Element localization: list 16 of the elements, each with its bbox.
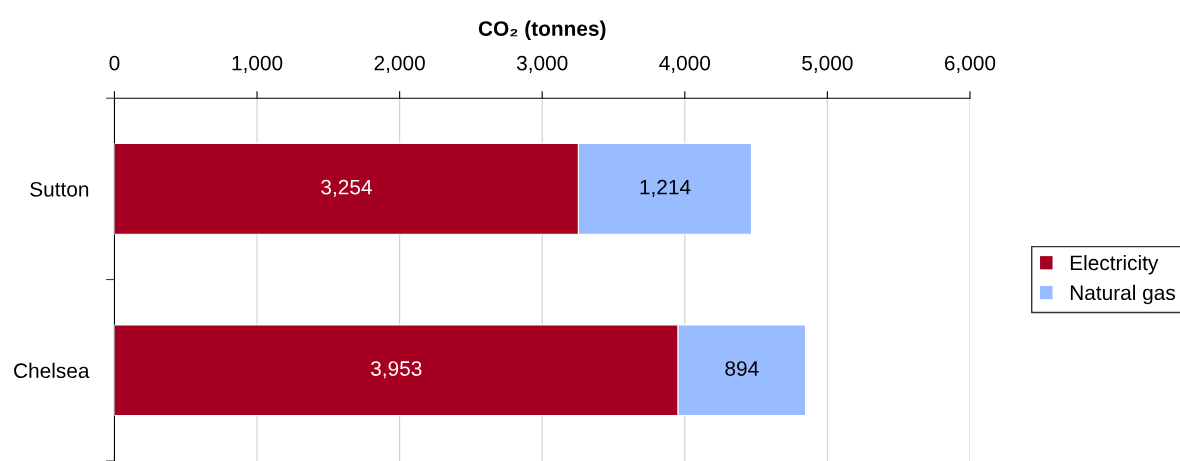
x-tick-label: 0: [109, 55, 120, 71]
x-tick-label: 5,000: [802, 55, 853, 73]
x-tick-label: 3,000: [516, 55, 568, 73]
x-axis-title: CO₂ (tonnes): [478, 20, 606, 41]
x-tick-label: 4,000: [659, 55, 711, 73]
data-label: 1,214: [640, 179, 691, 197]
legend-label: Natural gas: [1070, 284, 1175, 305]
legend-label: Electricity: [1070, 254, 1159, 275]
data-label: 894: [725, 361, 759, 376]
data-label: 3,254: [321, 179, 372, 197]
y-tick-label: Sutton: [30, 181, 89, 197]
data-label: 3,953: [371, 361, 422, 379]
x-tick-label: 2,000: [374, 55, 425, 73]
y-tick-label: Chelsea: [14, 362, 90, 379]
x-tick-label: 1,000: [232, 55, 283, 73]
x-tick-label: 6,000: [944, 55, 996, 73]
